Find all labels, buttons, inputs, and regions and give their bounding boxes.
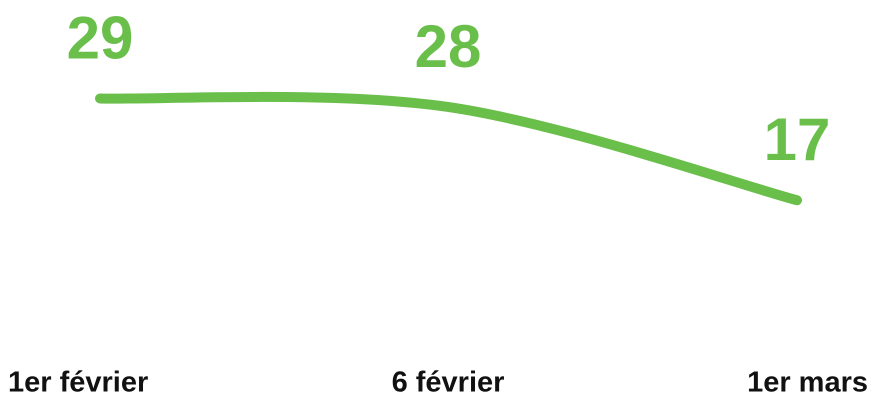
x-tick-label: 1er mars — [747, 367, 868, 399]
data-label: 29 — [67, 4, 134, 71]
x-tick-label: 6 février — [392, 367, 505, 399]
data-label: 28 — [415, 13, 482, 80]
x-tick-label: 1er février — [8, 367, 148, 399]
line — [95, 91, 802, 206]
data-label: 17 — [764, 106, 831, 173]
